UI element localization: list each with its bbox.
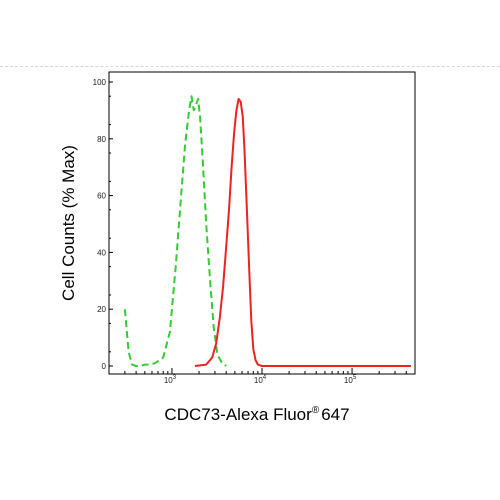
x-tick-label: 104 (254, 375, 267, 385)
top-divider (0, 66, 500, 67)
x-tick-label: 103 (164, 375, 177, 385)
series-line-sample (194, 98, 411, 367)
series-layer (123, 95, 411, 367)
series-line-control (123, 95, 227, 367)
x-axis-title-superscript: ® (312, 405, 320, 416)
y-tick-label: 40 (97, 248, 106, 257)
x-axis: 103 104 105 (108, 368, 416, 385)
x-axis-title-suffix: 647 (321, 405, 349, 424)
x-axis-title: CDC73-Alexa Fluor® 647 (164, 405, 349, 424)
y-axis-title: Cell Counts (% Max) (59, 145, 78, 301)
y-tick-label: 0 (102, 362, 107, 371)
y-tick-label: 60 (97, 192, 106, 201)
y-tick-label: 20 (97, 305, 106, 314)
x-axis-title-main: CDC73-Alexa Fluor (164, 405, 312, 424)
y-tick-label: 80 (97, 135, 106, 144)
plot-frame (108, 71, 416, 375)
y-axis: 0 20 40 60 80 100 (93, 78, 113, 371)
x-tick-label: 105 (344, 375, 357, 385)
y-tick-label: 100 (93, 78, 107, 87)
